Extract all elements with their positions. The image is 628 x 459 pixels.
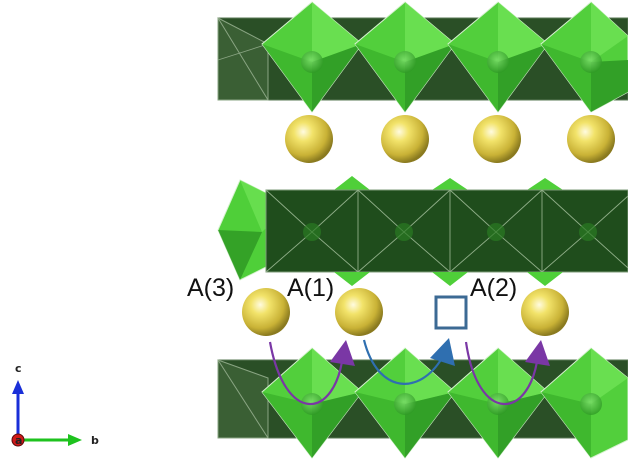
c-axis-label: c bbox=[15, 362, 22, 375]
middle-atom-row bbox=[242, 288, 569, 336]
curved-arrow-icon bbox=[430, 338, 455, 366]
middle-slab bbox=[265, 189, 628, 273]
axis-triad: a c b bbox=[11, 362, 99, 447]
hop-arrow-a3-to-a1 bbox=[268, 340, 355, 406]
top-octahedron-4 bbox=[540, 1, 628, 113]
atom bbox=[381, 115, 429, 163]
bottom-octahedron-2 bbox=[354, 347, 456, 459]
top-octahedron-2 bbox=[354, 1, 456, 113]
hop-arrow-a2-side bbox=[464, 340, 550, 406]
b-axis-arrowhead bbox=[68, 434, 82, 446]
atom bbox=[567, 115, 615, 163]
curved-arrow-icon bbox=[330, 340, 355, 366]
atom bbox=[473, 115, 521, 163]
atom bbox=[285, 115, 333, 163]
hop-arrow-a1-to-vacancy bbox=[362, 338, 455, 385]
a-axis bbox=[11, 433, 25, 447]
top-octahedra-layer bbox=[217, 1, 628, 113]
atom-a3 bbox=[242, 288, 290, 336]
top-octahedron-1 bbox=[261, 1, 363, 113]
atom-a1 bbox=[335, 288, 383, 336]
bottom-octahedron-4 bbox=[540, 347, 628, 459]
top-atom-row bbox=[285, 115, 615, 163]
b-axis-label: b bbox=[91, 434, 99, 447]
middle-octahedra-layer bbox=[217, 176, 628, 286]
site-label-a2: A(2) bbox=[470, 274, 517, 302]
site-label-a1: A(1) bbox=[287, 274, 334, 302]
top-octahedron-3 bbox=[447, 1, 549, 113]
atom-a2 bbox=[521, 288, 569, 336]
vacancy-square-icon bbox=[434, 295, 468, 330]
bottom-octahedra-layer bbox=[217, 347, 628, 459]
a-axis-label: a bbox=[15, 434, 22, 447]
curved-arrow-icon bbox=[525, 340, 550, 366]
site-label-a3: A(3) bbox=[187, 274, 234, 302]
c-axis-arrowhead bbox=[12, 380, 24, 394]
